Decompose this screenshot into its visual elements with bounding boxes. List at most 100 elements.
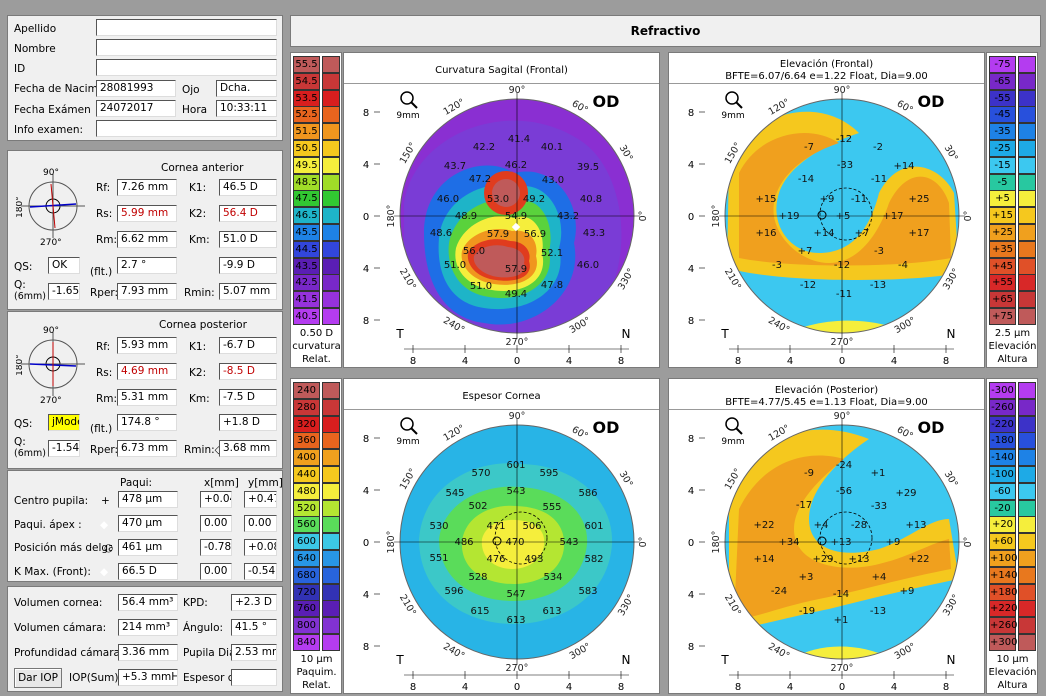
id-field[interactable] (96, 59, 277, 76)
anterior-rmin-value: 5.07 mm (219, 283, 277, 300)
map-value: +5 (836, 211, 851, 222)
map-value: 56.9 (524, 229, 546, 240)
scale-swatch (1018, 240, 1036, 258)
map-value: -24 (771, 586, 787, 597)
magnifier-icon[interactable] (725, 91, 743, 109)
scale-step: 2.5 µm (994, 328, 1031, 339)
posicion-delgada-label: Posición más delgada: (14, 542, 112, 554)
anterior-k2-label: K2: (189, 208, 207, 220)
map-value: 51.0 (444, 260, 466, 271)
map-value: -28 (851, 520, 867, 531)
map-value: -11 (851, 194, 867, 205)
scale-swatch (322, 240, 340, 258)
kpd-value: +2.3 D (231, 594, 277, 611)
scale-swatch (322, 466, 340, 483)
pachymetry-panel: Paqui: x[mm] y[mm] Centro pupila: + 478 … (7, 470, 283, 582)
map-y-tick: 4 (688, 264, 694, 275)
map-value: +7 (798, 246, 813, 257)
ojo-field[interactable]: Dcha. (216, 80, 277, 97)
centro-pupila-x: +0.04 (200, 491, 232, 508)
map-nasal-label: N (622, 327, 631, 341)
title-divider (669, 83, 984, 84)
scale-cell: -45 (989, 106, 1016, 124)
dar-iop-button[interactable]: Dar IOP (14, 668, 62, 688)
apellido-label: Apellido (14, 23, 57, 35)
fecha-exam-label: Fecha Exámen (14, 104, 91, 116)
map-zoom-label: 9mm (721, 437, 744, 447)
espesor-value[interactable] (231, 669, 277, 686)
map-degree-label: 0° (638, 211, 649, 222)
anterior-flt-value: 2.7 ° (117, 257, 177, 274)
map-value: -11 (836, 289, 852, 300)
posterior-rm-value: 5.31 mm (117, 389, 177, 406)
fecha-nac-field[interactable]: 28081993 (96, 80, 176, 97)
map-y-tick: 4 (688, 486, 694, 497)
scale-cell: 840 (293, 634, 320, 651)
scale-swatch (322, 224, 340, 241)
title-divider (669, 409, 984, 410)
vol-camara-value: 214 mm³ (118, 619, 178, 636)
scale-cell: -60 (989, 482, 1016, 500)
fecha-exam-field[interactable]: 24072017 (96, 100, 176, 117)
map-degree-label: 0° (638, 537, 649, 548)
refractivo-header[interactable]: Refractivo (290, 15, 1041, 47)
map-y-tick: 0 (688, 212, 694, 223)
magnifier-icon[interactable] (400, 417, 418, 435)
scale-cell: 40.5 (293, 308, 320, 325)
map-value: 583 (578, 586, 597, 597)
map-x-tick: 8 (735, 356, 741, 367)
map-value: 48.9 (455, 211, 477, 222)
centro-pupila-symbol: + (101, 495, 110, 507)
map-value: 49.2 (523, 194, 545, 205)
posterior-q-6mm-label: (6mm) (14, 448, 46, 459)
pachy-col-paqui: Paqui: (120, 477, 153, 489)
scale-cell: 440 (293, 466, 320, 483)
scale-cell: 41.5 (293, 291, 320, 309)
scale-swatch (1018, 140, 1036, 157)
apellido-field[interactable] (96, 19, 277, 36)
map-value: 40.8 (580, 194, 602, 205)
map-value: -12 (836, 134, 852, 145)
map-value: +16 (755, 228, 776, 239)
map-value: 528 (468, 572, 487, 583)
kpd-label: KPD: (183, 597, 208, 609)
map-zoom-label: 9mm (396, 437, 419, 447)
map-value: +19 (778, 211, 799, 222)
nombre-field[interactable] (96, 39, 277, 56)
map-subtitle: BFTE=6.07/6.64 e=1.22 Float, Dia=9.00 (725, 71, 928, 82)
posterior-rper-label: Rper: (90, 444, 119, 456)
info-label: Info examen: (14, 124, 84, 136)
scale-elevacion-frontal: -75 -65 -55 -45 -35 -25 -15 -5 +5 +15 +25 +35 +45 +55… (986, 52, 1038, 368)
posterior-qs-label: QS: (14, 418, 33, 430)
posterior-axis-diagram: 90° 270° 180° (16, 326, 85, 404)
map-degree-label: 180° (711, 531, 722, 554)
map-value: +9 (820, 194, 835, 205)
posterior-title: Cornea posterior (159, 319, 247, 331)
scale-swatch (322, 482, 340, 500)
map-value: +7 (855, 228, 870, 239)
map-value: 470 (505, 537, 524, 548)
map-value: +4 (814, 520, 829, 531)
scale-swatch (1018, 382, 1036, 399)
map-value: +3 (799, 572, 814, 583)
map-value: 46.0 (437, 194, 459, 205)
scale-swatch (322, 600, 340, 618)
posterior-q-label: Q: (14, 436, 26, 448)
fecha-nac-label: Fecha de Nacimi (14, 83, 101, 95)
scale-unit: curvatura (292, 341, 341, 352)
hora-label: Hora (182, 104, 208, 116)
info-field[interactable] (96, 120, 277, 137)
map-y-tick: 8 (363, 316, 369, 327)
magnifier-icon[interactable] (400, 91, 418, 109)
magnifier-icon[interactable] (725, 417, 743, 435)
hora-field[interactable]: 10:33:11 (216, 100, 277, 117)
map-y-tick: 4 (363, 160, 369, 171)
map-value: 530 (429, 521, 448, 532)
scale-cell: +260 (989, 617, 1017, 635)
scale-swatch (1018, 224, 1036, 241)
map-x-tick: 4 (787, 356, 793, 367)
